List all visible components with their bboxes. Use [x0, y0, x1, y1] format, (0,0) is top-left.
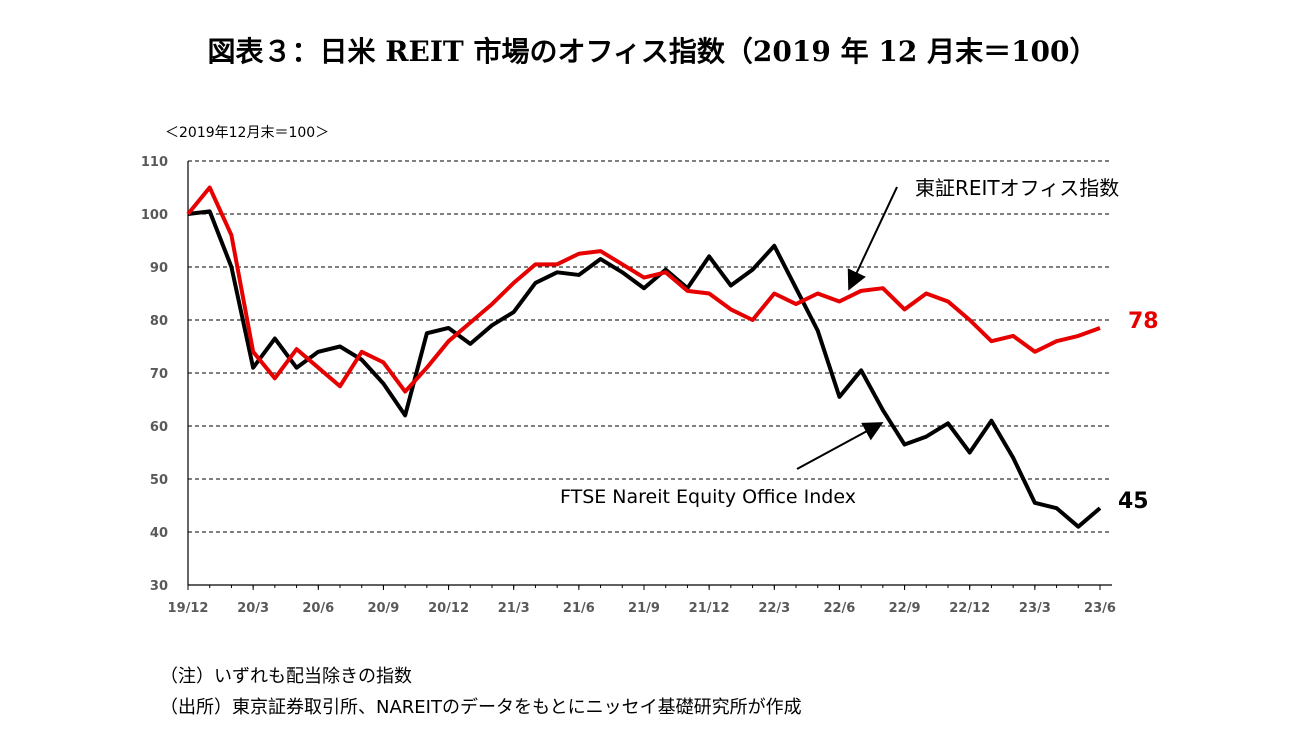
x-tick-label: 19/12: [168, 601, 209, 616]
note-text: （注）いずれも配当除きの指数: [160, 666, 412, 687]
x-tick-label: 22/3: [758, 601, 790, 616]
arrow-tse: [847, 186, 898, 291]
x-tick-label: 21/6: [563, 601, 595, 616]
y-tick-label: 110: [141, 155, 168, 170]
legend-label-tse: 東証REITオフィス指数: [915, 176, 1119, 200]
ftse-nareit-office-line: [187, 209, 1102, 529]
tse-reit-office-line: [186, 185, 1101, 394]
x-tick-label: 23/3: [1019, 601, 1051, 616]
y-tick-label: 60: [150, 420, 168, 435]
x-tick-label: 22/12: [949, 601, 990, 616]
legend-label-ftse: FTSE Nareit Equity Office Index: [560, 486, 856, 508]
y-tick-label: 90: [150, 261, 168, 276]
x-tick-label: 23/6: [1084, 601, 1116, 616]
x-tick-label: 22/6: [823, 601, 855, 616]
x-tick-label: 20/6: [302, 601, 334, 616]
y-tick-label: 70: [150, 367, 168, 382]
end-value-label-tse: 78: [1128, 309, 1159, 334]
unit-label: ＜2019年12月末＝100＞: [165, 125, 330, 141]
y-tick-label: 50: [150, 473, 168, 488]
x-tick-label: 21/3: [498, 601, 530, 616]
y-tick-label: 100: [141, 208, 168, 223]
x-tick-label: 22/9: [889, 601, 921, 616]
source-text: （出所）東京証券取引所、NAREITのデータをもとにニッセイ基礎研究所が作成: [160, 697, 802, 718]
end-value-label-ftse: 45: [1118, 489, 1149, 514]
y-tick-label: 80: [150, 314, 168, 329]
x-tick-label: 21/9: [628, 601, 660, 616]
chart-title: 図表３：日米 REIT 市場のオフィス指数（2019 年 12 月末＝100）: [207, 35, 1098, 68]
x-tick-label: 20/3: [237, 601, 269, 616]
x-tick-label: 21/12: [689, 601, 730, 616]
y-tick-label: 30: [150, 579, 168, 594]
x-tick-label: 20/9: [367, 601, 399, 616]
y-tick-label: 40: [150, 526, 168, 541]
arrow-ftse: [796, 422, 884, 470]
x-tick-label: 20/12: [428, 601, 469, 616]
